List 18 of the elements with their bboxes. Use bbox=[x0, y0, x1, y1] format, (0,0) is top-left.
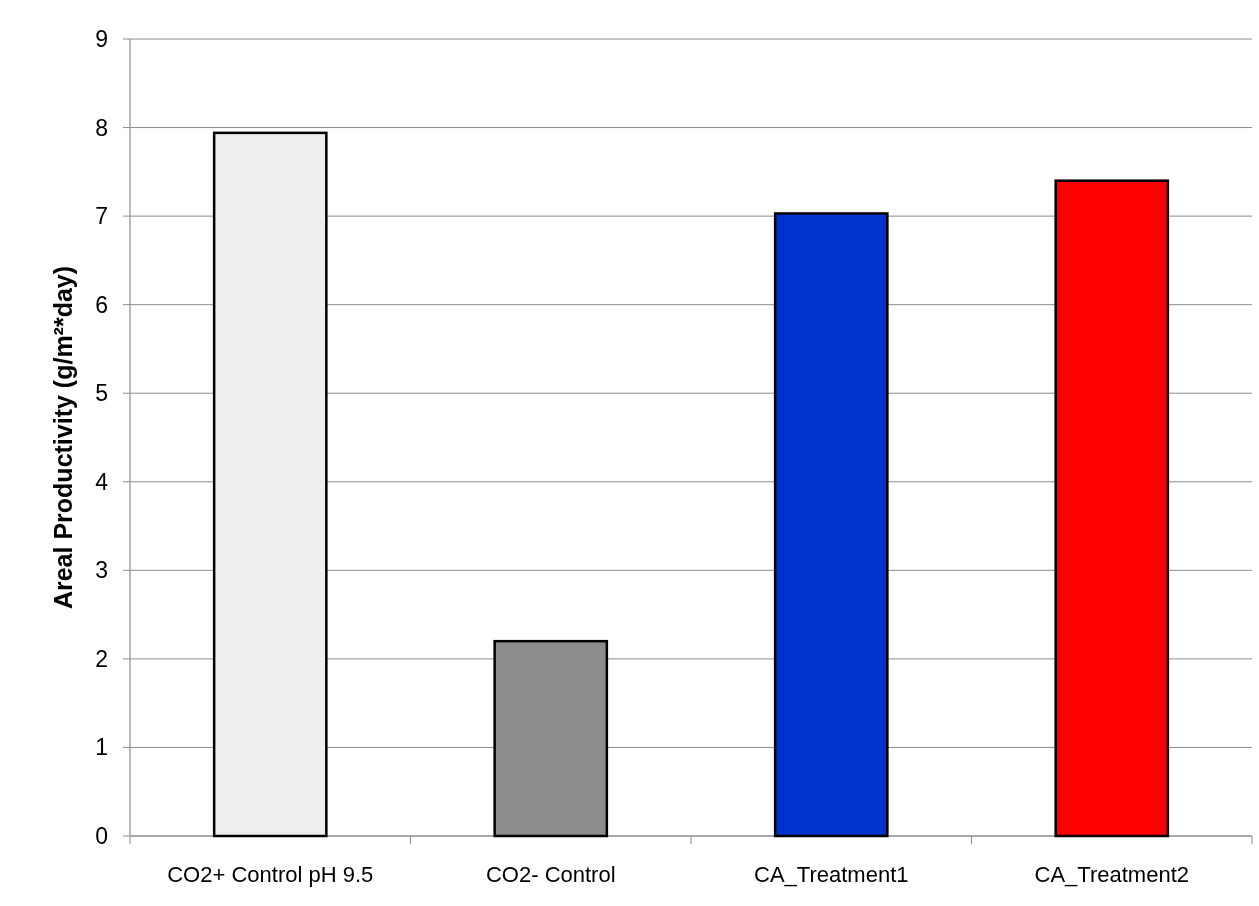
x-tick-label: CO2- Control bbox=[485, 862, 616, 887]
y-tick-label: 2 bbox=[95, 645, 108, 672]
y-axis-title: Areal Productivity (g/m²*day) bbox=[49, 265, 77, 610]
y-tick-label: 4 bbox=[95, 468, 109, 495]
bar bbox=[773, 212, 889, 838]
y-tick-label: 3 bbox=[95, 557, 108, 584]
bar bbox=[1054, 179, 1170, 838]
y-tick-label: 1 bbox=[95, 734, 108, 761]
bar bbox=[212, 131, 328, 838]
y-tick-label: 5 bbox=[95, 380, 108, 407]
x-tick-label: CO2+ Control pH 9.5 bbox=[167, 862, 374, 887]
y-tick-label: 0 bbox=[95, 823, 108, 850]
y-tick-label: 7 bbox=[95, 203, 108, 230]
y-tick-label: 8 bbox=[95, 114, 108, 141]
y-tick-label: 9 bbox=[95, 26, 108, 53]
y-tick-label: 6 bbox=[95, 291, 108, 318]
x-tick-label: CA_Treatment1 bbox=[754, 862, 909, 887]
x-tick-label: CA_Treatment2 bbox=[1034, 862, 1189, 887]
